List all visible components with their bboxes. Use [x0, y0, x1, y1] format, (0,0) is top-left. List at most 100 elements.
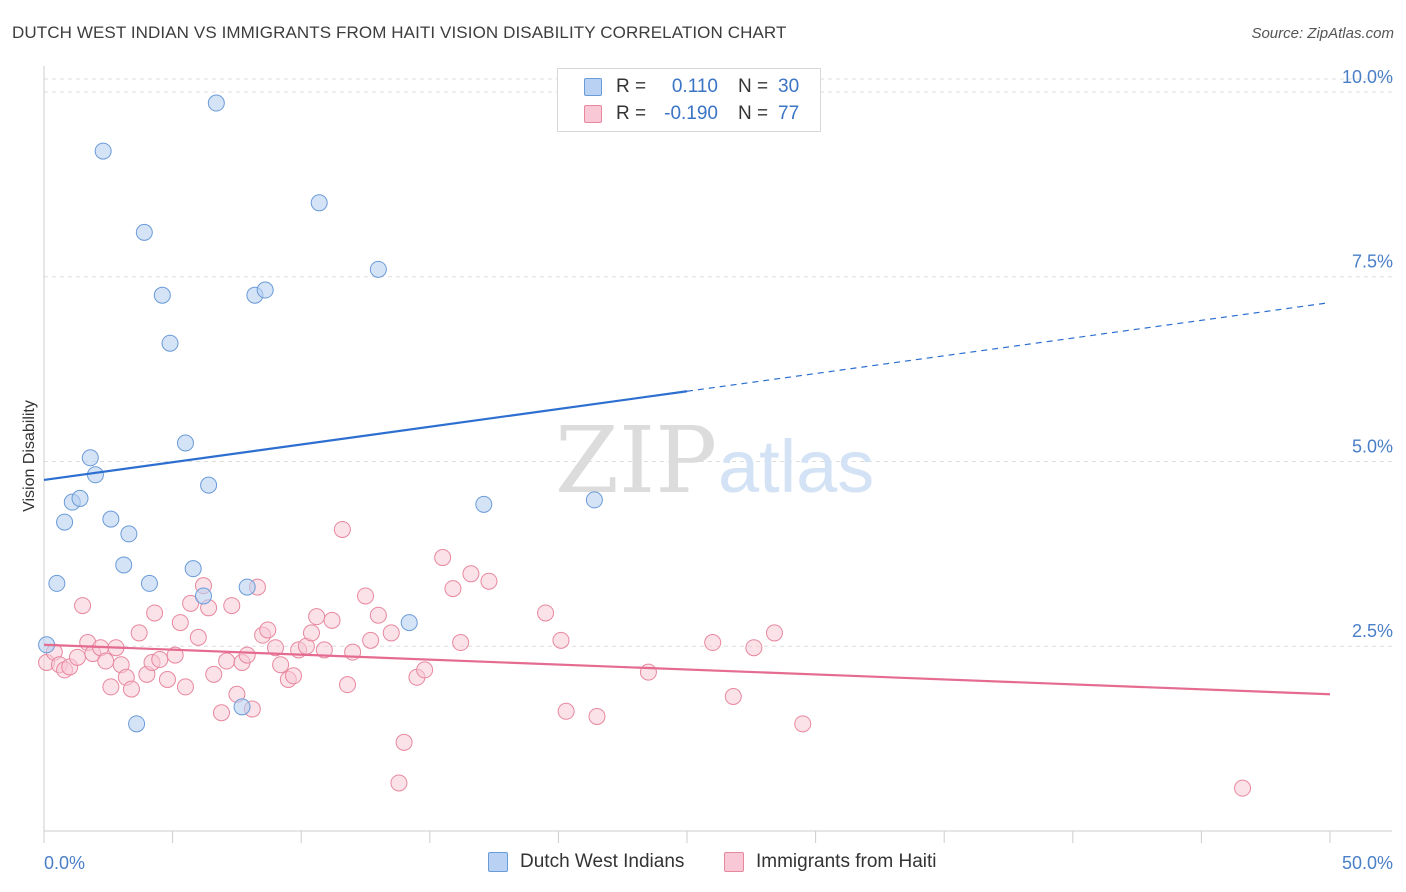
haiti-point [395, 733, 413, 751]
dutch-west-indian-point [120, 525, 138, 543]
x-tick-labels: 0.0% 50.0% [44, 853, 1393, 873]
stats-legend: R = 0.110 N = 30 R = -0.190 N = 77 [557, 68, 821, 132]
dutch-west-indian-point [310, 194, 328, 212]
blue-trend-extension [686, 301, 1331, 392]
haiti-point [205, 665, 223, 683]
dutch-west-indian-point [128, 715, 146, 733]
dutch-west-indian-point [200, 476, 218, 494]
haiti-point [588, 707, 606, 725]
axes [43, 66, 1392, 843]
y-axis-label: Vision Disability [21, 400, 38, 512]
haiti-point [308, 608, 326, 626]
haiti-point [182, 594, 200, 612]
blue-trend-line [43, 390, 688, 482]
haiti-point [745, 639, 763, 657]
n-label: N = [738, 103, 769, 124]
y-tick-labels: 2.5% 5.0% 7.5% 10.0% [1342, 67, 1393, 641]
dutch-west-indian-point [184, 560, 202, 578]
dutch-west-indian-point [115, 556, 133, 574]
haiti-point [537, 604, 555, 622]
haiti-point [369, 606, 387, 624]
haiti-point [639, 663, 657, 681]
dutch-west-indian-point [161, 334, 179, 352]
legend-item-dutch-west-indians[interactable]: Dutch West Indians [488, 851, 684, 873]
haiti-point [362, 631, 380, 649]
y-tick-label: 2.5% [1352, 621, 1393, 641]
dutch-west-indian-point [233, 698, 251, 716]
haiti-point [146, 604, 164, 622]
dutch-west-indian-point [140, 574, 158, 592]
haiti-point [97, 652, 115, 670]
haiti-point [102, 678, 120, 696]
x-tick-label: 0.0% [44, 853, 85, 873]
dutch-west-indian-point [238, 578, 256, 596]
watermark-atlas: atlas [718, 425, 874, 508]
haiti-point [223, 597, 241, 615]
grid-lines [44, 78, 1392, 647]
haiti-point [171, 614, 189, 632]
r-value: -0.190 [664, 103, 718, 124]
haiti-point [382, 624, 400, 642]
haiti-point [333, 520, 351, 538]
haiti-point [74, 597, 92, 615]
haiti-point [338, 676, 356, 694]
haiti-point [68, 648, 86, 666]
haiti-point [434, 549, 452, 567]
haiti-point [218, 652, 236, 670]
chart-title: DUTCH WEST INDIAN VS IMMIGRANTS FROM HAI… [12, 23, 787, 42]
n-value: 30 [778, 76, 800, 97]
blue-swatch [584, 78, 602, 96]
haiti-point [724, 687, 742, 705]
haiti-point [315, 641, 333, 659]
dutch-west-indian-point [207, 94, 225, 112]
haiti-point [444, 580, 462, 598]
haiti-point [166, 646, 184, 664]
haiti-point [480, 572, 498, 590]
haiti-point [189, 628, 207, 646]
dutch-west-indian-point [102, 510, 120, 528]
stats-legend-row-blue: R = 0.110 N = 30 [584, 75, 799, 99]
haiti-point [416, 661, 434, 679]
blue-swatch [488, 852, 508, 872]
dutch-west-indian-point [48, 574, 66, 592]
n-label: N = [738, 76, 769, 97]
haiti-point [238, 646, 256, 664]
n-value: 77 [778, 103, 800, 124]
dutch-west-indian-points [38, 94, 603, 733]
dutch-west-indian-point [135, 223, 153, 241]
r-label: R = [616, 76, 647, 97]
haiti-point [302, 624, 320, 642]
haiti-point [357, 587, 374, 605]
dutch-west-indian-point [81, 449, 99, 467]
dutch-west-indian-point [153, 286, 171, 304]
dutch-west-indian-point [194, 587, 212, 605]
dutch-west-indian-point [176, 434, 194, 452]
dutch-west-indian-point [86, 466, 104, 484]
legend-label: Immigrants from Haiti [756, 851, 937, 872]
haiti-point [1234, 779, 1252, 797]
source-label: Source: ZipAtlas.com [1251, 25, 1394, 42]
haiti-point [151, 651, 169, 669]
r-label: R = [616, 103, 647, 124]
dutch-west-indian-point [400, 614, 418, 632]
haiti-point [158, 670, 176, 688]
trend-lines [43, 301, 1331, 696]
haiti-point [323, 611, 341, 629]
pink-swatch [724, 852, 744, 872]
stats-legend-row-pink: R = -0.190 N = 77 [584, 102, 799, 126]
haiti-point [452, 634, 470, 652]
dutch-west-indian-point [71, 489, 89, 507]
legend-label: Dutch West Indians [520, 851, 685, 872]
legend-item-immigrants-from-haiti[interactable]: Immigrants from Haiti [724, 851, 937, 873]
y-tick-label: 10.0% [1342, 67, 1393, 87]
haiti-point [765, 624, 783, 642]
series-legend: Dutch West Indians Immigrants from Haiti [0, 851, 1406, 877]
haiti-point [462, 565, 480, 583]
dutch-west-indian-point [94, 142, 112, 160]
r-value: 0.110 [671, 76, 718, 97]
haiti-point [552, 631, 570, 649]
y-tick-label: 5.0% [1352, 436, 1393, 456]
haiti-point [557, 702, 575, 720]
pink-trend-line [43, 643, 1331, 696]
